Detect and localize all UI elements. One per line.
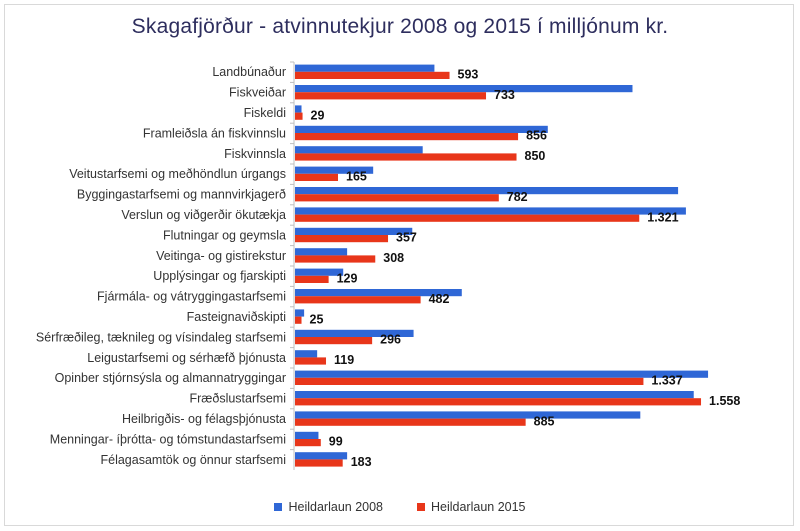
- bar-2015: [295, 357, 327, 365]
- data-label-2015: 296: [380, 333, 401, 347]
- data-label-2015: 1.337: [651, 374, 682, 388]
- data-label-2015: 25: [310, 312, 324, 326]
- data-label-2015: 850: [525, 149, 546, 163]
- bar-2015: [295, 418, 526, 426]
- bar-2008: [295, 329, 414, 337]
- category-label: Verslun og viðgerðir ökutækja: [121, 208, 286, 222]
- data-label-2015: 733: [494, 88, 515, 102]
- category-label: Framleiðsla án fiskvinnslu: [143, 126, 286, 140]
- data-label-2015: 1.558: [709, 394, 740, 408]
- bar-2015: [295, 173, 338, 181]
- bar-2015: [295, 337, 373, 345]
- data-label-2015: 165: [346, 170, 367, 184]
- category-label: Sérfræðileg, tæknileg og vísindaleg star…: [36, 330, 286, 344]
- data-label-2015: 308: [383, 251, 404, 265]
- category-label: Leigustarfsemi og sérhæfð þjónusta: [87, 351, 286, 365]
- bar-2015: [295, 133, 519, 141]
- data-label-2015: 99: [329, 435, 343, 449]
- data-label-2015: 482: [429, 292, 450, 306]
- bar-2015: [295, 275, 329, 283]
- bar-2015: [295, 255, 376, 263]
- chart-frame: Skagafjörður - atvinnutekjur 2008 og 201…: [4, 4, 794, 526]
- bar-2015: [295, 112, 303, 120]
- bar-2008: [295, 227, 413, 235]
- category-label: Heilbrigðis- og félagsþjónusta: [122, 412, 286, 426]
- bar-2008: [295, 289, 462, 297]
- bar-2015: [295, 194, 499, 202]
- category-label: Menningar- íþrótta- og tómstundastarfsem…: [50, 432, 286, 446]
- bar-2015: [295, 439, 321, 447]
- bar-2008: [295, 64, 435, 72]
- category-label: Fræðslustarfsemi: [189, 392, 286, 406]
- legend-label-2015: Heildarlaun 2015: [431, 500, 526, 514]
- category-label: Upplýsingar og fjarskipti: [153, 269, 286, 283]
- bar-2008: [295, 248, 348, 256]
- bar-2008: [295, 411, 641, 419]
- bar-chart: Landbúnaður 593 Fiskveiðar 733 Fiskeldi 29 Fra…: [36, 61, 740, 470]
- bar-2015: [295, 316, 302, 324]
- category-label: Fiskeldi: [244, 106, 286, 120]
- data-label-2015: 1.321: [647, 210, 678, 224]
- legend-label-2008: Heildarlaun 2008: [288, 500, 383, 514]
- data-label-2015: 782: [507, 190, 528, 204]
- bar-2015: [295, 153, 517, 161]
- data-label-2015: 183: [351, 455, 372, 469]
- bar-2015: [295, 92, 487, 100]
- data-label-2015: 129: [337, 272, 358, 286]
- legend-item-2008: Heildarlaun 2008: [274, 500, 383, 514]
- bar-2008: [295, 431, 319, 439]
- bar-2015: [295, 459, 343, 467]
- category-label: Félagasamtök og önnur starfsemi: [100, 453, 286, 467]
- category-label: Landbúnaður: [212, 65, 286, 79]
- bar-2008: [295, 268, 344, 276]
- category-label: Veitinga- og gistirekstur: [156, 249, 286, 263]
- category-label: Flutningar og geymsla: [163, 228, 286, 242]
- bar-2015: [295, 71, 450, 79]
- bar-2008: [295, 391, 694, 399]
- bar-2008: [295, 207, 686, 215]
- bar-2015: [295, 296, 421, 304]
- data-label-2015: 29: [311, 108, 325, 122]
- data-label-2015: 593: [458, 68, 479, 82]
- data-label-2015: 885: [534, 414, 555, 428]
- bar-2015: [295, 377, 644, 385]
- bar-2008: [295, 309, 305, 317]
- chart-title: Skagafjörður - atvinnutekjur 2008 og 201…: [131, 15, 669, 38]
- bar-2008: [295, 125, 548, 133]
- category-label: Fiskvinnsla: [224, 147, 286, 161]
- category-label: Fjármála- og vátryggingastarfsemi: [97, 290, 286, 304]
- bar-2008: [295, 85, 633, 93]
- bar-2008: [295, 370, 709, 378]
- bar-2008: [295, 187, 679, 195]
- bar-2015: [295, 214, 640, 222]
- legend-item-2015: Heildarlaun 2015: [417, 500, 526, 514]
- bar-2008: [295, 452, 348, 460]
- bar-2008: [295, 166, 374, 174]
- legend: Heildarlaun 2008 Heildarlaun 2015: [5, 500, 795, 514]
- bar-2008: [295, 350, 318, 358]
- data-label-2015: 357: [396, 231, 417, 245]
- bar-2008: [295, 146, 423, 154]
- bar-2008: [295, 105, 302, 113]
- bar-2015: [295, 398, 702, 406]
- category-label: Fasteignaviðskipti: [187, 310, 286, 324]
- bar-2015: [295, 235, 389, 243]
- legend-swatch-2015: [417, 503, 425, 511]
- data-label-2015: 856: [526, 129, 547, 143]
- category-label: Opinber stjórnsýsla og almannatryggingar: [55, 371, 286, 385]
- legend-swatch-2008: [274, 503, 283, 511]
- category-label: Fiskveiðar: [229, 86, 286, 100]
- category-label: Byggingastarfsemi og mannvirkjagerð: [77, 188, 286, 202]
- category-label: Veitustarfsemi og meðhöndlun úrgangs: [69, 167, 286, 181]
- data-label-2015: 119: [334, 353, 354, 367]
